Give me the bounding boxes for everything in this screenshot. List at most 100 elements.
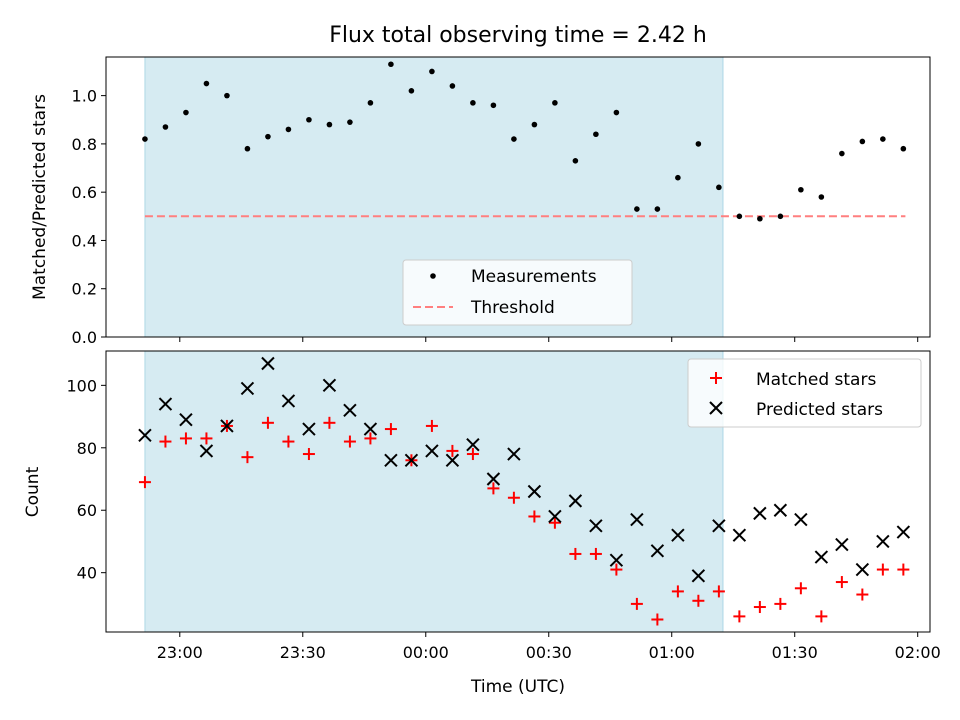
- predicted-star-point: [486, 472, 501, 486]
- predicted-star-point: [220, 419, 234, 433]
- predicted-star-point-b: [835, 537, 849, 552]
- predicted-star-point-b: [712, 519, 726, 533]
- matched-star-point: [569, 547, 582, 560]
- predicted-star-point-b: [630, 512, 644, 527]
- matched-star-point: [384, 423, 397, 436]
- chart-title: Flux total observing time = 2.42 h: [329, 23, 707, 48]
- predicted-star-point: [896, 525, 911, 539]
- predicted-star-point-b: [240, 381, 255, 396]
- predicted-star-point: [527, 484, 542, 499]
- x-tick-label: 00:30: [526, 643, 572, 662]
- predicted-star-point: [712, 519, 726, 533]
- predicted-star-point: [507, 447, 521, 461]
- legend-matched-marker: [710, 372, 722, 384]
- measurement-point: [408, 87, 415, 94]
- measurement-point: [593, 131, 599, 138]
- y-axis-label-top: Matched/Predicted stars: [30, 94, 50, 300]
- legend-matched-label: Matched stars: [756, 370, 876, 390]
- measurement-point: [347, 119, 353, 125]
- matched-star-point: [671, 585, 684, 598]
- predicted-star-point-b: [855, 562, 870, 577]
- measurement-point: [900, 145, 907, 152]
- y-bottom-tick-label: 40: [77, 564, 97, 583]
- x-tick-label: 23:00: [157, 643, 203, 662]
- y-top-tick-label: 1.0: [72, 87, 97, 106]
- matched-star-point: [446, 444, 459, 457]
- legend-threshold-label: Threshold: [470, 298, 555, 318]
- predicted-star-point-b: [650, 544, 665, 558]
- predicted-star-point-b: [507, 447, 521, 461]
- predicted-star-point-b: [691, 569, 706, 583]
- predicted-star-point: [158, 397, 173, 411]
- measurement-point: [326, 121, 333, 128]
- predicted-star-point-b: [486, 472, 501, 486]
- matched-star-point: [261, 416, 274, 429]
- matched-star-point: [528, 510, 541, 523]
- measurement-point: [203, 80, 210, 87]
- measurement-point: [265, 133, 271, 140]
- measurement-point: [839, 150, 845, 157]
- measurement-point: [552, 100, 558, 106]
- predicted-star-point-b: [589, 519, 603, 533]
- predicted-star-point: [404, 453, 419, 467]
- matched-star-point: [343, 435, 356, 448]
- predicted-star-point: [281, 394, 296, 408]
- matched-star-point: [487, 482, 500, 495]
- matched-star-point: [856, 588, 869, 601]
- legend-bottom: Matched stars Predicted stars: [687, 358, 922, 428]
- predicted-star-point: [199, 444, 214, 458]
- predicted-star-point: [568, 494, 583, 508]
- matched-star-point: [241, 451, 254, 464]
- measurement-point: [367, 100, 374, 106]
- matched-star-point: [835, 576, 848, 589]
- bottom-panel-counts: 40 60 80 100 23:00 23:30 00:00 00:30 01:00 01:30 0…: [66, 350, 941, 662]
- matched-star-point: [200, 432, 213, 445]
- matched-star-point: [753, 601, 766, 614]
- predicted-star-point-b: [322, 378, 337, 393]
- predicted-star-point: [630, 512, 644, 527]
- predicted-star-point-b: [876, 534, 890, 549]
- predicted-star-point: [876, 534, 890, 549]
- measurement-point: [306, 116, 312, 123]
- predicted-star-point-b: [466, 437, 480, 452]
- y-top-tick-label: 0.4: [72, 231, 97, 250]
- measurement-point: [162, 124, 169, 130]
- legend-top-box: [402, 259, 633, 326]
- predicted-star-point: [794, 512, 808, 527]
- predicted-star-point-b: [896, 525, 911, 539]
- matched-star-point: [507, 491, 520, 504]
- predicted-star-point: [589, 519, 603, 533]
- predicted-star-point: [691, 569, 706, 583]
- matched-star-point: [323, 416, 336, 429]
- predicted-star-point-b: [425, 444, 439, 458]
- predicted-star-point-b: [732, 528, 747, 542]
- x-tick-label: 01:30: [772, 643, 818, 662]
- predicted-star-point: [261, 356, 275, 371]
- matched-star-point: [548, 516, 561, 529]
- measurement-point: [449, 83, 456, 89]
- matched-star-point: [815, 610, 828, 623]
- predicted-star-point: [609, 553, 624, 567]
- measurement-point: [490, 102, 497, 109]
- predicted-star-point-b: [384, 453, 398, 467]
- predicted-star-point: [343, 403, 357, 418]
- legend-measurements-marker: [430, 273, 436, 279]
- predicted-star-point-b: [220, 419, 234, 433]
- matched-star-point: [364, 432, 377, 445]
- legend-top: Measurements Threshold: [402, 259, 633, 326]
- predicted-star-point: [753, 506, 767, 521]
- measurement-point: [695, 141, 702, 147]
- axes-frame: [105, 350, 931, 633]
- predicted-star-point-b: [753, 506, 767, 521]
- predicted-star-point-b: [363, 422, 378, 436]
- predicted-star-point-b: [281, 394, 296, 408]
- predicted-star-point: [302, 422, 316, 436]
- matched-star-point: [466, 448, 479, 461]
- predicted-star-point: [835, 537, 849, 552]
- matched-star-point: [159, 435, 172, 448]
- measurement-point: [531, 121, 538, 128]
- predicted-star-point: [732, 528, 747, 542]
- predicted-star-point-b: [261, 356, 275, 371]
- predicted-star-point-b: [343, 403, 357, 418]
